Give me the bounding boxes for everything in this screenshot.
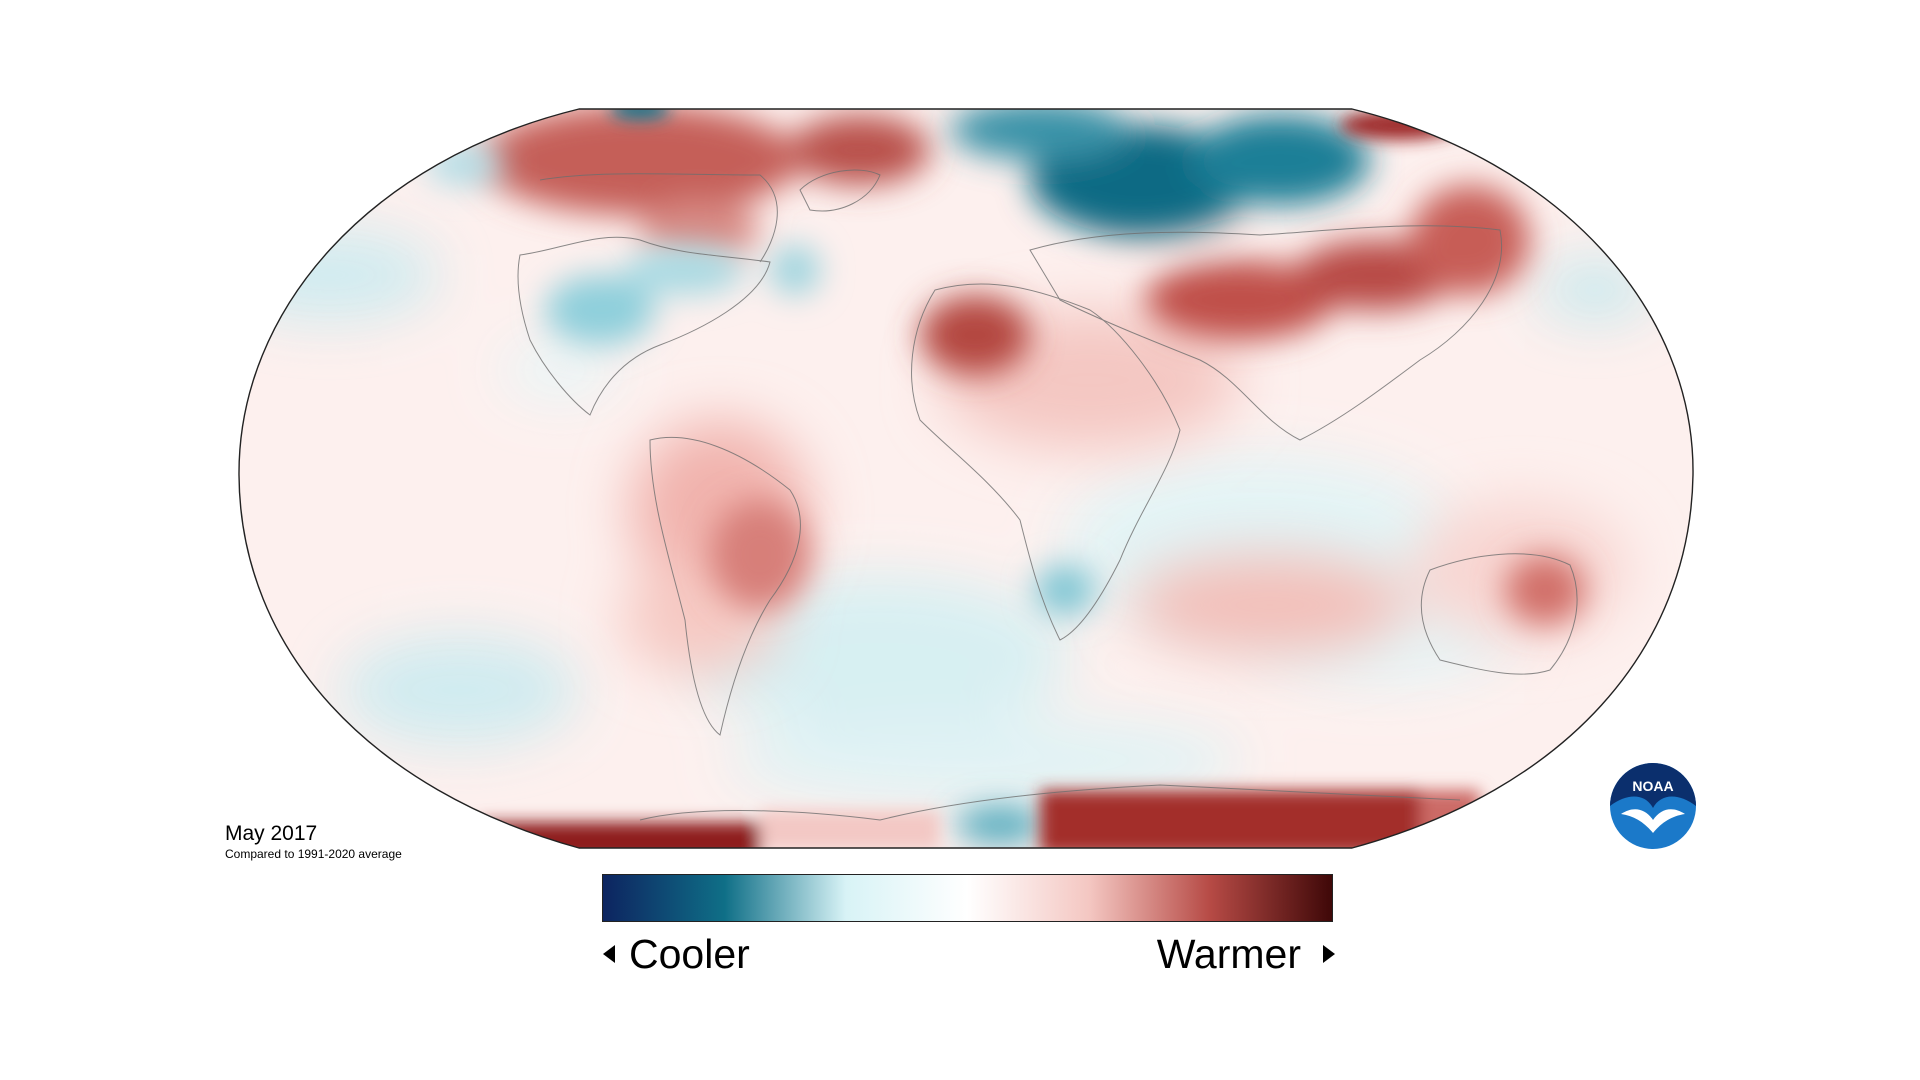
map-subtitle: Compared to 1991-2020 average — [225, 847, 402, 861]
anomaly-field — [238, 109, 1694, 848]
noaa-logo: NOAA — [1610, 763, 1696, 849]
warmer-label: Warmer — [1156, 930, 1301, 977]
color-scale-bar — [602, 874, 1333, 922]
map-title: May 2017 — [225, 822, 318, 845]
cooler-label: Cooler — [629, 930, 750, 977]
cooler-legend: Cooler — [603, 930, 750, 978]
map-outline — [238, 108, 1694, 849]
coastlines — [517, 169, 1578, 821]
map-caption: May 2017 Compared to 1991-2020 average — [225, 822, 402, 862]
right-arrow-icon — [1323, 945, 1335, 963]
warmer-legend: Warmer — [1157, 930, 1335, 978]
left-arrow-icon — [603, 945, 615, 963]
noaa-logo-text: NOAA — [1632, 778, 1673, 794]
